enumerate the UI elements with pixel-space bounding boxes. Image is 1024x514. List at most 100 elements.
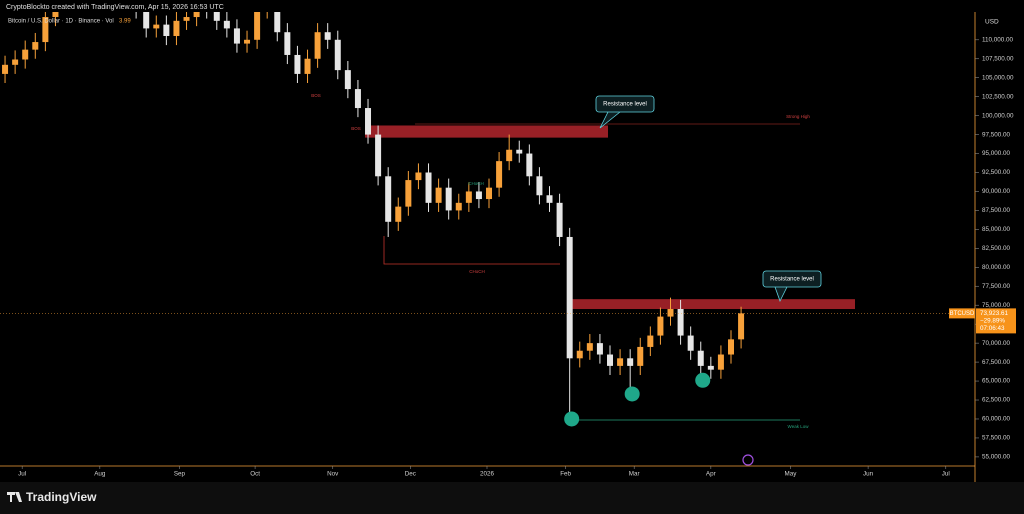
candle-body xyxy=(425,172,432,203)
y-tick-label: 92,500.00 xyxy=(982,169,1011,176)
candle-body xyxy=(344,70,351,90)
y-tick-label: 97,500.00 xyxy=(982,131,1011,138)
last-price-box xyxy=(976,308,1016,334)
candle-body xyxy=(2,64,9,74)
candle-body xyxy=(546,195,553,203)
candle-body xyxy=(707,365,714,370)
y-tick-label: 62,500.00 xyxy=(982,397,1011,404)
y-tick-label: 95,000.00 xyxy=(982,150,1011,157)
swing-low-marker xyxy=(624,386,640,402)
annotation: CHoCH xyxy=(468,181,484,186)
y-tick-label: 57,500.00 xyxy=(982,435,1011,442)
y-tick-label: 107,500.00 xyxy=(982,55,1014,62)
candle-body xyxy=(183,17,190,21)
choch-line xyxy=(383,236,560,265)
x-tick-label: May xyxy=(785,471,798,478)
y-tick-label: 70,000.00 xyxy=(982,340,1011,347)
candle-body xyxy=(637,346,644,366)
candle-body xyxy=(405,180,412,207)
y-tick-label: 67,500.00 xyxy=(982,359,1011,366)
candle-body xyxy=(244,39,251,44)
last-price-countdown: 07:06:43 xyxy=(980,325,1005,332)
candle-body xyxy=(143,12,150,29)
candle-body xyxy=(576,350,583,359)
candle-body xyxy=(687,335,694,351)
candle-body xyxy=(697,350,704,366)
resistance-zone xyxy=(568,299,855,310)
y-tick-label: 90,000.00 xyxy=(982,188,1011,195)
candle-body xyxy=(496,161,503,188)
candle-body xyxy=(223,20,230,29)
candle-body xyxy=(455,202,462,211)
x-tick-label: Mar xyxy=(629,471,640,478)
swing-low-marker xyxy=(695,372,711,388)
plot-area xyxy=(0,12,975,427)
candle-body xyxy=(395,206,402,222)
candle-body xyxy=(375,134,382,177)
brand-logo xyxy=(7,492,22,502)
candle-body xyxy=(677,309,684,336)
x-tick-label: Feb xyxy=(560,471,571,478)
candle-body xyxy=(526,153,533,177)
candle-body xyxy=(486,187,493,200)
x-tick-label: Aug xyxy=(94,471,106,478)
candle-body xyxy=(738,313,745,340)
last-price-value: 73,923.61 xyxy=(980,310,1009,317)
x-tick-label: Jul xyxy=(942,471,950,478)
brand: TradingView xyxy=(26,490,97,504)
candle-body xyxy=(657,316,664,336)
y-tick-label: 102,500.00 xyxy=(982,93,1014,100)
candle-body xyxy=(304,58,311,74)
x-tick-label: Apr xyxy=(706,471,716,478)
annotation: BOS xyxy=(351,126,361,131)
y-tick-label: 100,000.00 xyxy=(982,112,1014,119)
y-tick-label: 80,000.00 xyxy=(982,264,1011,271)
callout-pointer xyxy=(599,111,621,129)
callout-label: Resistance level xyxy=(603,102,647,108)
y-tick-label: 55,000.00 xyxy=(982,454,1011,461)
candle-body xyxy=(22,49,29,60)
candle-body xyxy=(516,149,523,154)
symbol-legend: Bitcoin / U.S. Dollar · 1D · Binance · V… xyxy=(8,19,114,25)
candle-body xyxy=(32,42,39,50)
last-price-change: −29.89% xyxy=(980,318,1005,325)
y-tick-label: 82,500.00 xyxy=(982,245,1011,252)
candle-body xyxy=(556,202,563,237)
caption: CryptoBlockto created with TradingView.c… xyxy=(6,4,224,11)
x-tick-label: Nov xyxy=(327,471,339,478)
candle-body xyxy=(294,54,301,74)
candle-body xyxy=(213,12,220,21)
candle-body xyxy=(627,358,634,366)
candle-body xyxy=(254,12,261,40)
candle-body xyxy=(435,187,442,203)
y-tick-label: 110,000.00 xyxy=(982,36,1014,43)
candle-body xyxy=(415,172,422,181)
annotation: Weak Low xyxy=(788,424,810,429)
footer-bar xyxy=(0,482,1024,514)
candle-body xyxy=(324,32,331,40)
y-tick-label: 65,000.00 xyxy=(982,378,1011,385)
candle-body xyxy=(173,20,180,36)
x-tick-label: Dec xyxy=(405,471,416,478)
candle-body xyxy=(274,12,281,33)
candle-body xyxy=(153,24,160,29)
y-tick-label: 75,000.00 xyxy=(982,302,1011,309)
candle-body xyxy=(334,39,341,71)
y-tick-label: 60,000.00 xyxy=(982,416,1011,423)
callout-box xyxy=(595,95,655,113)
candle-body xyxy=(233,28,240,44)
x-tick-label: Sep xyxy=(174,471,186,478)
annotation: CHoCH xyxy=(469,269,485,274)
annotation: BOS xyxy=(311,93,321,98)
candle-body xyxy=(506,149,513,162)
candle-body xyxy=(52,12,59,18)
event-icon[interactable] xyxy=(742,454,754,466)
candle-body xyxy=(365,108,372,135)
candle-body xyxy=(12,59,19,65)
x-tick-label: Oct xyxy=(250,471,260,478)
x-tick-label: 2026 xyxy=(480,471,495,478)
volume-value: 3.99 xyxy=(119,19,131,25)
candle-body xyxy=(42,17,49,43)
annotation: Strong High xyxy=(786,114,810,119)
